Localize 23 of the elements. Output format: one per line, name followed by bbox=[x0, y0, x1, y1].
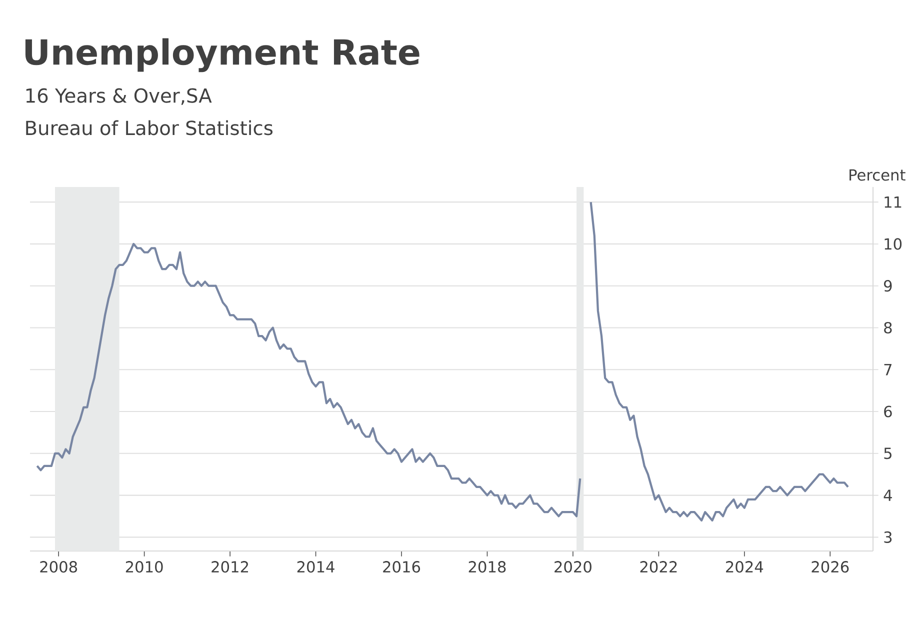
x-tick-label: 2014 bbox=[297, 561, 334, 573]
x-tick-label: 2016 bbox=[383, 561, 420, 573]
x-tick-label: 2008 bbox=[40, 561, 78, 573]
chart-title: Unemployment Rate bbox=[25, 38, 420, 72]
chart-subtitle: 16 Years & Over,SA bbox=[26, 88, 212, 105]
y-tick-label: 7 bbox=[884, 364, 892, 376]
x-tick-label: 2026 bbox=[812, 561, 849, 573]
y-tick-label: 3 bbox=[884, 531, 892, 543]
y-tick-label: 6 bbox=[884, 406, 892, 418]
x-tick-label: 2020 bbox=[554, 561, 592, 573]
y-tick-label: 8 bbox=[884, 322, 892, 334]
y-tick-label: 10 bbox=[884, 238, 902, 250]
y-axis-title: Percent bbox=[850, 169, 906, 181]
y-tick-label: 11 bbox=[884, 196, 902, 208]
x-tick-label: 2012 bbox=[212, 561, 248, 573]
x-tick-label: 2024 bbox=[726, 561, 764, 573]
x-tick-label: 2018 bbox=[468, 561, 506, 573]
y-tick-label: 9 bbox=[884, 280, 892, 292]
x-tick-label: 2010 bbox=[126, 561, 163, 573]
y-tick-label: 4 bbox=[884, 490, 892, 501]
y-tick-label: 5 bbox=[884, 448, 892, 460]
text: Bureau of Labor Statistics bbox=[26, 120, 273, 136]
x-tick-label: 2022 bbox=[640, 561, 677, 573]
